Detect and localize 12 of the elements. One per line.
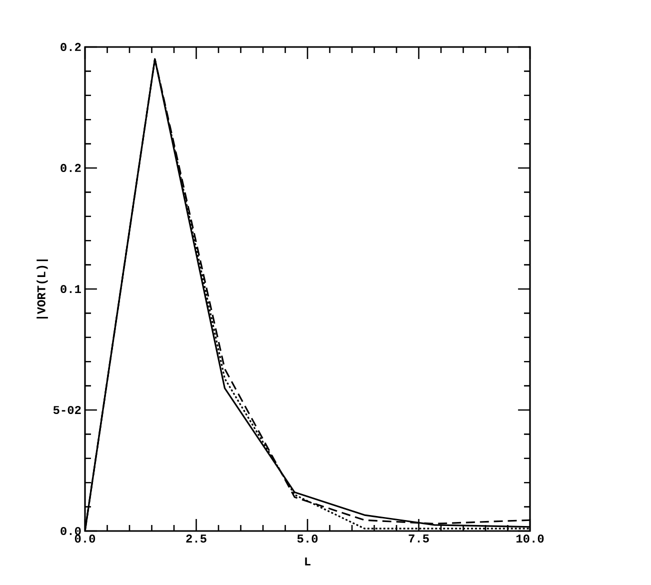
x-tick-label: 2.5 xyxy=(186,534,206,543)
y-axis-title: |VORT(L)| xyxy=(36,260,48,318)
x-tick-label: 5.0 xyxy=(297,534,318,543)
y-tick-label: 0.2 xyxy=(60,42,81,52)
y-tick-label: 5-02 xyxy=(53,406,81,414)
x-tick-label: 0.0 xyxy=(74,534,96,543)
x-axis-title: L xyxy=(305,557,310,566)
y-tick-label: 0.1 xyxy=(60,284,81,294)
x-tick-label: 7.5 xyxy=(408,534,429,543)
y-tick-label: 0.2 xyxy=(60,164,81,172)
y-tick-label: 0.0 xyxy=(60,526,81,536)
x-tick-label: 10.0 xyxy=(516,534,544,543)
